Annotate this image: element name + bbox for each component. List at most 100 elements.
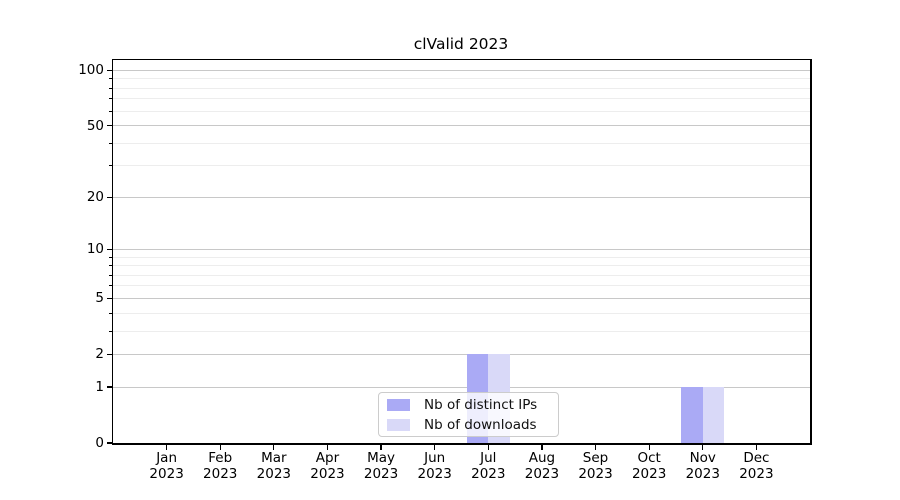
bar-distinct-ips <box>681 387 703 443</box>
y-minor-tick <box>109 142 112 144</box>
x-tick-year: 2023 <box>310 466 345 482</box>
y-minor-tick <box>109 110 112 112</box>
y-tick-label: 50 <box>86 117 104 134</box>
x-tick <box>166 444 168 450</box>
x-tick-year: 2023 <box>685 466 720 482</box>
gridline-minor <box>113 274 810 276</box>
gridline-minor <box>113 142 810 144</box>
x-tick-label: Nov 2023 <box>671 450 735 482</box>
x-tick <box>648 444 650 450</box>
y-minor-tick <box>109 312 112 314</box>
gridline-major <box>113 386 810 388</box>
y-minor-tick <box>109 165 112 167</box>
y-tick-label: 10 <box>86 241 104 258</box>
x-tick <box>487 444 489 450</box>
legend-item: Nb of downloads <box>387 417 550 433</box>
y-minor-tick <box>109 98 112 100</box>
x-tick-label: Oct 2023 <box>617 450 681 482</box>
x-tick-year: 2023 <box>524 466 560 482</box>
x-tick-month: Sep <box>582 450 609 466</box>
x-tick-label: Jun 2023 <box>403 450 467 482</box>
y-tick-label: 20 <box>86 189 104 206</box>
x-tick <box>702 444 704 450</box>
legend: Nb of distinct IPs Nb of downloads <box>378 392 559 437</box>
x-tick-year: 2023 <box>631 466 667 482</box>
y-minor-tick <box>109 274 112 276</box>
gridline-minor <box>113 165 810 167</box>
y-tick-label: 1 <box>95 379 104 396</box>
gridline-minor <box>113 330 810 332</box>
y-minor-tick <box>109 285 112 287</box>
x-tick-year: 2023 <box>578 466 613 482</box>
x-tick-year: 2023 <box>417 466 452 482</box>
gridline-major <box>113 297 810 299</box>
x-tick-month: Feb <box>208 450 233 466</box>
y-minor-tick <box>109 256 112 258</box>
x-tick-month: Oct <box>637 450 661 466</box>
x-tick-month: Aug <box>528 450 556 466</box>
gridline-major <box>113 125 810 127</box>
y-tick <box>106 69 112 72</box>
spine-left <box>111 58 113 445</box>
gridline-major <box>113 196 810 198</box>
y-tick <box>106 386 112 388</box>
x-tick-month: Nov <box>689 450 716 466</box>
spine-top <box>111 58 812 60</box>
spine-right <box>810 58 812 445</box>
gridline-major <box>113 248 810 250</box>
gridline-minor <box>113 78 810 80</box>
y-tick-label: 0 <box>95 435 104 451</box>
y-minor-tick <box>109 78 112 80</box>
x-tick-month: Mar <box>261 450 287 466</box>
y-tick <box>106 353 112 355</box>
x-tick <box>434 444 436 450</box>
x-tick-year: 2023 <box>203 466 238 482</box>
y-minor-tick <box>109 330 112 332</box>
y-tick-label: 2 <box>95 346 104 363</box>
x-tick <box>594 444 597 450</box>
chart-title: clValid 2023 <box>413 35 509 53</box>
x-tick-month: Jul <box>480 450 497 466</box>
y-tick <box>106 442 112 444</box>
legend-swatch <box>387 398 410 411</box>
legend-label: Nb of downloads <box>424 416 537 433</box>
x-tick-year: 2023 <box>739 466 774 482</box>
legend-label: Nb of distinct IPs <box>424 396 538 413</box>
gridline-minor <box>113 98 810 100</box>
x-tick-label: May 2023 <box>349 450 413 482</box>
x-tick-year: 2023 <box>149 466 184 482</box>
x-tick <box>219 444 221 450</box>
plot-area <box>113 60 810 443</box>
x-tick-label: Jul 2023 <box>456 450 520 482</box>
legend-item: Nb of distinct IPs <box>387 397 550 413</box>
x-tick-year: 2023 <box>363 466 399 482</box>
y-tick-label: 100 <box>78 62 104 79</box>
x-tick <box>326 444 329 450</box>
gridline-major <box>113 69 810 71</box>
y-tick <box>106 297 112 299</box>
x-tick-month: Dec <box>743 450 770 466</box>
x-tick-month: Apr <box>315 450 340 466</box>
x-tick-month: Jun <box>424 450 446 466</box>
spine-bottom <box>111 443 812 445</box>
x-tick <box>755 444 757 450</box>
gridline-minor <box>113 256 810 258</box>
gridline-minor <box>113 312 810 314</box>
x-tick-label: Dec 2023 <box>724 450 788 482</box>
y-tick <box>106 125 112 127</box>
x-tick-year: 2023 <box>471 466 506 482</box>
y-tick <box>106 248 112 251</box>
gridline-major <box>113 353 810 355</box>
x-tick-label: Feb 2023 <box>188 450 252 482</box>
y-minor-tick <box>109 87 112 89</box>
x-tick-label: Aug 2023 <box>510 450 574 482</box>
y-minor-tick <box>109 265 112 267</box>
x-tick-label: Mar 2023 <box>242 450 306 482</box>
x-tick-label: Apr 2023 <box>295 450 359 482</box>
gridline-minor <box>113 87 810 89</box>
x-tick <box>380 444 382 450</box>
y-tick <box>106 196 112 198</box>
x-tick-label: Jan 2023 <box>135 450 199 482</box>
x-tick-label: Sep 2023 <box>564 450 628 482</box>
